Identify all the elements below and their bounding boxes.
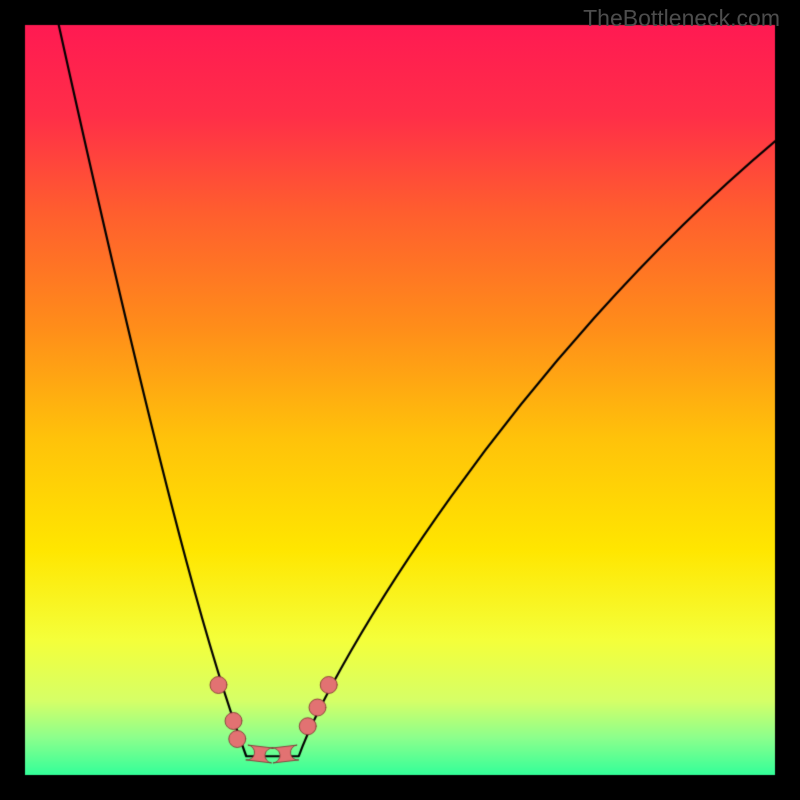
chart-root: TheBottleneck.com <box>0 0 800 800</box>
bottleneck-v-chart <box>0 0 800 800</box>
watermark-text: TheBottleneck.com <box>583 5 780 32</box>
